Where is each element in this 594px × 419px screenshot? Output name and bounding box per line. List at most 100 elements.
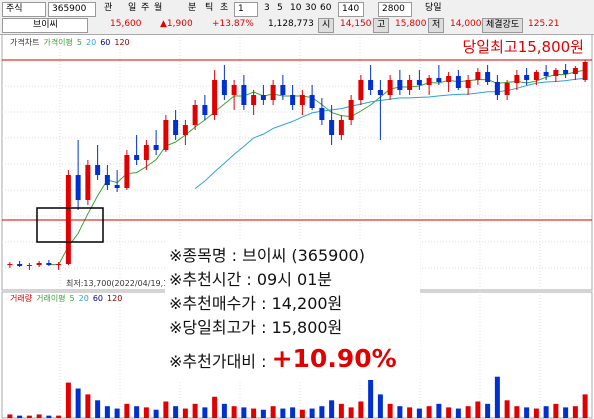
- candle-body: [36, 263, 42, 265]
- candle-body: [329, 120, 335, 135]
- info-line: ※추천가대비 : +10.90%: [169, 344, 397, 377]
- volume-bar: [26, 415, 32, 418]
- volume-bar: [114, 408, 120, 418]
- period[interactable]: 월: [154, 3, 163, 13]
- volume-bar: [85, 394, 91, 418]
- legend-item: 5: [70, 294, 75, 303]
- info-line: ※당일최고가 : 15,800원: [169, 318, 343, 337]
- interval[interactable]: 1: [234, 2, 258, 17]
- candle-body: [143, 145, 149, 160]
- volume-bar: [416, 408, 422, 418]
- legend-item: 5: [77, 38, 82, 47]
- volume-bar: [251, 408, 257, 418]
- candle-body: [17, 264, 23, 266]
- open: 14,150: [340, 19, 372, 29]
- volume-bar: [543, 406, 549, 418]
- volume-bar: [212, 396, 218, 418]
- period[interactable]: 주: [141, 3, 150, 13]
- volume-bar: [221, 403, 227, 418]
- volume-bar: [36, 414, 42, 418]
- volume-bar: [514, 406, 520, 418]
- volume-bar: [407, 407, 413, 418]
- volume-bar: [299, 409, 305, 418]
- legend-item: 거래이평: [36, 293, 65, 303]
- candle-body: [338, 120, 344, 135]
- candle-body: [397, 80, 403, 90]
- volume-bar: [95, 400, 101, 418]
- volume-bar: [163, 401, 169, 418]
- volume-bar: [124, 403, 130, 418]
- candle-body: [358, 80, 364, 100]
- market[interactable]: 주식: [2, 2, 46, 17]
- candle-body: [221, 80, 227, 95]
- legend-item: 가격차트: [10, 37, 39, 47]
- minute[interactable]: 3: [264, 3, 270, 13]
- info-line: ※추천매수가 : 14,200원: [169, 294, 343, 313]
- volume-bar: [182, 408, 188, 418]
- legend-item: 20: [86, 38, 96, 47]
- candle-body: [114, 185, 120, 188]
- highlight-box: [36, 207, 104, 243]
- minute[interactable]: 30: [305, 3, 317, 13]
- candle-body: [75, 175, 81, 200]
- candle-body: [416, 80, 422, 85]
- range[interactable]: 2800: [378, 2, 412, 17]
- volume-bar: [319, 406, 325, 418]
- label: 체결강도: [482, 18, 524, 33]
- candle-body: [173, 120, 179, 135]
- minute[interactable]: 10: [290, 3, 302, 13]
- candle-body: [475, 72, 481, 80]
- legend-item: 거래량: [10, 293, 33, 303]
- count[interactable]: 140: [338, 2, 364, 17]
- volume-bar: [290, 407, 296, 418]
- candle-body: [192, 105, 198, 125]
- info-line: ※추천시간 : 09시 01분: [169, 270, 333, 289]
- candle-body: [95, 165, 101, 175]
- candle-body: [504, 83, 510, 95]
- period[interactable]: 틱: [205, 3, 214, 13]
- candle-body: [524, 75, 530, 80]
- minute[interactable]: 5: [277, 3, 283, 13]
- code[interactable]: 365900: [48, 2, 96, 17]
- volume: 1,128,773: [268, 19, 314, 29]
- volume-bar: [553, 403, 559, 418]
- volume-bar: [397, 406, 403, 418]
- strength: 125.21: [528, 19, 560, 29]
- volume-bar: [533, 408, 539, 418]
- volume-bar: [143, 407, 149, 418]
- candle-body: [455, 76, 461, 88]
- candle-body: [290, 95, 296, 105]
- candle-body: [533, 72, 539, 80]
- label: 고: [373, 18, 390, 33]
- period[interactable]: 일: [128, 3, 137, 13]
- period[interactable]: 분: [188, 3, 197, 13]
- period[interactable]: 초: [220, 3, 229, 13]
- today[interactable]: 당일: [425, 3, 442, 13]
- candle-body: [26, 265, 32, 266]
- low: 14,000: [450, 19, 482, 29]
- volume-bar: [104, 406, 110, 418]
- candle-body: [485, 72, 491, 82]
- minute[interactable]: 60: [320, 3, 332, 13]
- candle-body: [85, 165, 91, 200]
- candle-body: [299, 95, 305, 105]
- candle-body: [280, 85, 286, 95]
- candle-body: [407, 80, 413, 90]
- candle-body: [270, 85, 276, 100]
- legend-item: 120: [114, 38, 129, 47]
- candle-body: [563, 70, 569, 74]
- volume-bar: [153, 409, 159, 418]
- candle-body: [153, 145, 159, 150]
- volume-bar: [465, 406, 471, 418]
- candle-body: [426, 78, 432, 85]
- candle-body: [56, 264, 62, 265]
- candle-body: [104, 175, 110, 185]
- candle-body: [251, 95, 257, 105]
- candle-body: [46, 263, 52, 265]
- volume-bar: [358, 401, 364, 418]
- volume-bar: [280, 408, 286, 418]
- gain: +10.90%: [271, 344, 397, 373]
- legend-item: 20: [79, 294, 89, 303]
- watch[interactable]: 관: [104, 3, 113, 13]
